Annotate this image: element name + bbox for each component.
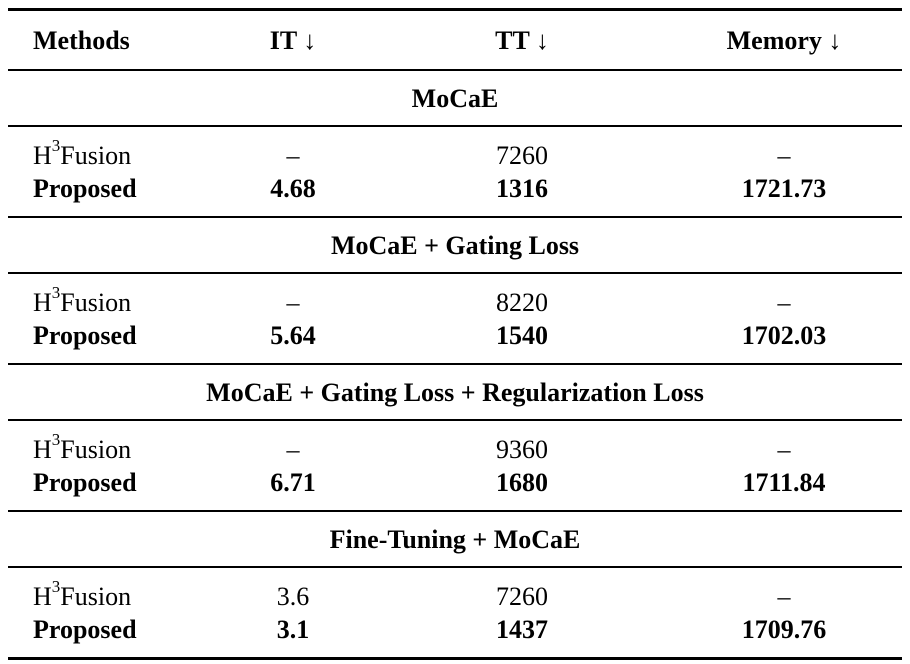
memory-cell: 1721.73 [741, 174, 827, 203]
section-rule [8, 510, 902, 512]
it-cell: 3.1 [276, 615, 310, 644]
memory-cell: 1711.84 [742, 468, 826, 497]
header-methods: Methods [33, 25, 130, 55]
memory-cell: – [777, 141, 791, 170]
header-row: Methods IT ↓ TT ↓ Memory ↓ [8, 11, 902, 69]
tt-cell: 1316 [496, 174, 548, 203]
table-row: H3Fusion – 8220 – [8, 283, 902, 319]
section-title: MoCaE + Gating Loss [330, 230, 580, 260]
tt-cell: 7260 [496, 141, 548, 170]
section-rule [8, 272, 902, 274]
memory-cell: – [777, 435, 791, 464]
results-table: Methods IT ↓ TT ↓ Memory ↓ MoCaE H3Fusio… [8, 8, 902, 660]
section-title: MoCaE + Gating Loss + Regularization Los… [206, 377, 704, 407]
it-cell: 4.68 [270, 174, 316, 203]
section-rule [8, 125, 902, 127]
section-group: H3Fusion 3.6 7260 – Proposed 3.1 1437 17… [8, 568, 902, 657]
memory-cell: 1709.76 [741, 615, 827, 644]
it-cell: – [286, 141, 300, 170]
tt-cell: 1437 [496, 615, 548, 644]
header-rule [8, 69, 902, 71]
table-row: H3Fusion – 9360 – [8, 430, 902, 466]
section-rule [8, 566, 902, 568]
memory-cell: – [777, 582, 791, 611]
table-row: Proposed 4.68 1316 1721.73 [8, 172, 902, 205]
bottom-rule [8, 657, 902, 660]
table-row: Proposed 5.64 1540 1702.03 [8, 319, 902, 352]
table-row: H3Fusion 3.6 7260 – [8, 577, 902, 613]
it-cell: 5.64 [270, 321, 316, 350]
memory-cell: 1702.03 [741, 321, 827, 350]
section-title: MoCaE [411, 83, 499, 113]
method-cell: Proposed [33, 615, 137, 644]
tt-cell: 1540 [496, 321, 548, 350]
header-memory: Memory ↓ [726, 25, 842, 55]
section-group: H3Fusion – 8220 – Proposed 5.64 1540 170… [8, 274, 902, 363]
section-rule [8, 419, 902, 421]
method-cell: H3Fusion [33, 577, 132, 611]
tt-cell: 8220 [496, 288, 548, 317]
method-cell: Proposed [33, 468, 137, 497]
tt-cell: 7260 [496, 582, 548, 611]
method-cell: H3Fusion [33, 283, 132, 317]
section-rule [8, 216, 902, 218]
header-tt: TT ↓ [495, 25, 549, 55]
method-cell: H3Fusion [33, 136, 132, 170]
tt-cell: 1680 [496, 468, 548, 497]
method-cell: Proposed [33, 321, 137, 350]
section-rule [8, 363, 902, 365]
section-group: H3Fusion – 9360 – Proposed 6.71 1680 171… [8, 421, 902, 510]
section-title: Fine-Tuning + MoCaE [329, 524, 581, 554]
it-cell: – [286, 288, 300, 317]
table-row: Proposed 6.71 1680 1711.84 [8, 466, 902, 499]
table-row: Proposed 3.1 1437 1709.76 [8, 613, 902, 646]
table-row: H3Fusion – 7260 – [8, 136, 902, 172]
header-it: IT ↓ [269, 25, 317, 55]
it-cell: – [286, 435, 300, 464]
tt-cell: 9360 [496, 435, 548, 464]
method-cell: H3Fusion [33, 430, 132, 464]
method-cell: Proposed [33, 174, 137, 203]
memory-cell: – [777, 288, 791, 317]
top-rule [8, 8, 902, 11]
it-cell: 6.71 [270, 468, 316, 497]
section-group: H3Fusion – 7260 – Proposed 4.68 1316 172… [8, 127, 902, 216]
it-cell: 3.6 [276, 582, 310, 611]
